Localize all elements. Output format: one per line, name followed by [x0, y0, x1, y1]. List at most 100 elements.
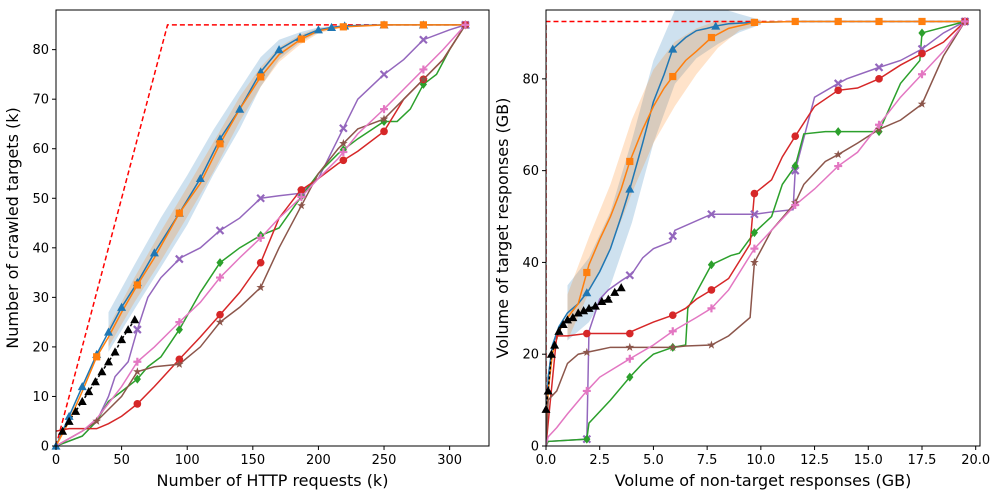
- marker-brown-1: [625, 342, 635, 351]
- marker-black-8: [110, 347, 120, 356]
- series-line-pink: [546, 21, 966, 446]
- marker-purple-7: [419, 35, 428, 45]
- marker-purple-3: [707, 209, 716, 219]
- marker-green-8: [918, 28, 926, 38]
- left-chart-panel: 0 50 100 150 200 250 300 0 10 20 30 40 50 60 70 80 Numbe…: [3, 9, 490, 490]
- y-tick-label-5: 50: [32, 192, 49, 207]
- marker-black-12: [597, 296, 607, 306]
- marker-red-3: [707, 286, 716, 294]
- marker-orange-0: [93, 353, 101, 361]
- marker-brown-4: [750, 257, 759, 267]
- marker-purple-5: [790, 166, 800, 175]
- x-tick-label-7: 17.5: [908, 453, 937, 468]
- series-line-green: [546, 20, 966, 446]
- plot-area: [546, 10, 966, 446]
- marker-pink-0: [133, 357, 142, 366]
- marker-blue-16: [327, 22, 337, 31]
- y-tick-label-1: 10: [32, 390, 49, 405]
- marker-pink-5: [339, 148, 348, 157]
- marker-purple-0: [133, 325, 142, 334]
- marker-black-10: [584, 303, 594, 312]
- marker-purple-2: [668, 231, 678, 241]
- marker-purple-4: [750, 209, 759, 219]
- marker-orange-7: [875, 17, 883, 26]
- y-axis-label: Volume of target responses (GB): [493, 98, 512, 359]
- marker-orange-1: [626, 157, 634, 166]
- marker-black-2: [546, 349, 556, 358]
- y-tick-label-6: 60: [32, 142, 49, 157]
- marker-black-4: [84, 387, 94, 396]
- marker-pink-3: [256, 233, 265, 242]
- marker-black-0: [58, 426, 68, 435]
- marker-orange-1: [133, 281, 141, 289]
- marker-pink-2: [668, 327, 677, 336]
- marker-pink-7: [875, 120, 884, 129]
- marker-black-11: [590, 301, 600, 310]
- marker-black-3: [550, 340, 560, 349]
- marker-red-1: [175, 355, 184, 364]
- marker-black-9: [117, 334, 127, 344]
- marker-blue-13: [274, 45, 284, 54]
- marker-red-4: [297, 186, 306, 194]
- x-tick-label-5: 250: [372, 453, 397, 468]
- marker-orange-5: [791, 17, 799, 26]
- marker-green-3: [707, 260, 716, 270]
- x-tick-label-3: 150: [240, 453, 265, 468]
- marker-blue-9: [195, 173, 205, 183]
- marker-brown-8: [917, 99, 927, 108]
- x-tick-label-2: 5.0: [643, 453, 664, 468]
- x-tick-label-5: 12.5: [800, 453, 829, 468]
- marker-green-6: [834, 127, 842, 137]
- marker-orange-6: [339, 23, 347, 31]
- marker-black-5: [90, 377, 100, 386]
- marker-pink-4: [750, 244, 759, 253]
- marker-pink-8: [917, 70, 926, 79]
- marker-black-7: [568, 312, 578, 322]
- marker-pink-7: [419, 65, 428, 74]
- y-tick-label-3: 60: [522, 164, 539, 179]
- marker-brown-2: [175, 359, 184, 368]
- marker-pink-6: [834, 162, 843, 171]
- marker-orange-0: [583, 268, 591, 277]
- marker-orange-6: [834, 17, 842, 26]
- marker-pink-1: [625, 354, 634, 363]
- marker-green-6: [380, 116, 388, 126]
- marker-orange-5: [297, 35, 305, 43]
- x-tick-label-4: 10.0: [746, 453, 775, 468]
- marker-black-10: [123, 325, 133, 334]
- marker-red-5: [791, 132, 800, 141]
- marker-red-6: [380, 127, 388, 136]
- marker-red-5: [339, 156, 348, 165]
- marker-black-4: [554, 326, 564, 335]
- marker-black-7: [103, 357, 113, 366]
- marker-orange-2: [175, 209, 183, 217]
- x-tick-label-4: 200: [306, 453, 331, 468]
- marker-green-4: [750, 228, 759, 238]
- y-tick-label-2: 40: [522, 256, 539, 271]
- marker-red-7: [875, 75, 883, 83]
- marker-purple-3: [256, 193, 265, 203]
- marker-orange-8: [918, 17, 926, 26]
- marker-brown-3: [215, 317, 225, 326]
- marker-black-14: [610, 287, 620, 296]
- marker-green-0: [583, 434, 591, 444]
- x-tick-label-2: 100: [175, 453, 200, 468]
- marker-brown-0: [582, 347, 592, 356]
- marker-pink-2: [216, 273, 225, 282]
- marker-pink-4: [297, 192, 306, 201]
- marker-orange-3: [707, 33, 716, 42]
- marker-purple-1: [175, 254, 184, 264]
- marker-black-5: [558, 319, 568, 328]
- marker-blue-11: [235, 104, 245, 113]
- marker-blue-2: [668, 44, 678, 53]
- marker-red-2: [668, 311, 677, 320]
- y-tick-label-1: 20: [522, 348, 539, 363]
- marker-black-6: [562, 315, 572, 324]
- marker-red-8: [918, 49, 926, 58]
- marker-orange-2: [669, 72, 677, 81]
- marker-red-3: [256, 258, 265, 267]
- marker-green-0: [133, 374, 141, 384]
- marker-blue-4: [103, 327, 113, 336]
- marker-brown-0: [92, 416, 101, 425]
